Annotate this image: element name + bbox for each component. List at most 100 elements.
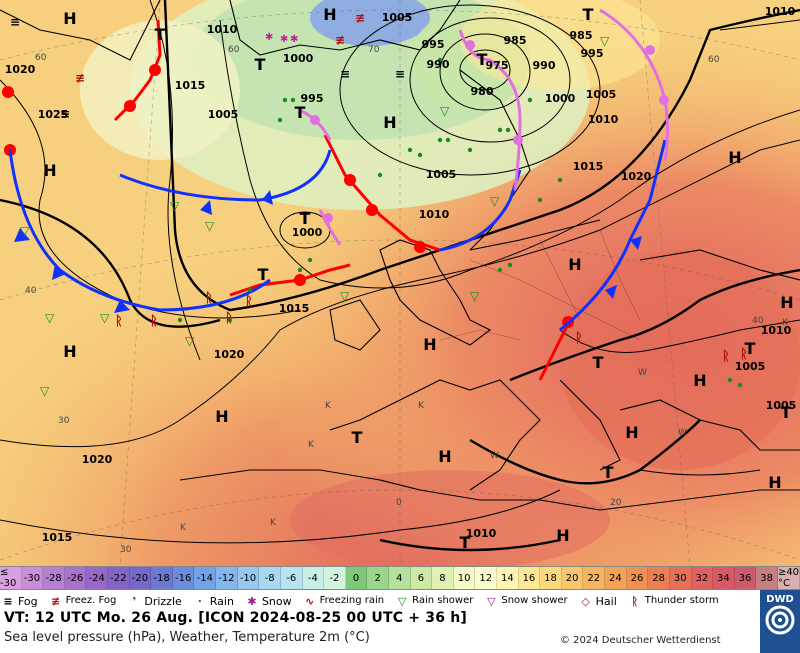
svg-text:K: K (325, 401, 332, 411)
weather-legend-item: ᚱ Thunder storm (627, 595, 719, 608)
svg-text:≢: ≢ (335, 33, 345, 47)
temperature-legend-cell: 22 (583, 567, 606, 589)
svg-text:ᚱ: ᚱ (740, 347, 748, 362)
temperature-legend-cell: -18 (151, 567, 173, 589)
weather-legend-item: ≡ Fog (0, 594, 37, 608)
weather-legend-item: ▽ Rain shower (394, 595, 474, 608)
weather-symbol-icon: ❜ (132, 594, 137, 608)
svg-text:30: 30 (120, 545, 132, 555)
temperature-legend-cell: 14 (497, 567, 519, 589)
isobar-label: 1010 (765, 5, 796, 18)
svg-text:≡: ≡ (10, 15, 20, 29)
svg-text:≡: ≡ (340, 67, 350, 81)
isobar-label: 995 (422, 38, 445, 51)
high-pressure-label: H (43, 161, 56, 180)
low-pressure-label: T (593, 353, 604, 372)
svg-text:30: 30 (58, 416, 70, 426)
low-pressure-label: T (300, 209, 311, 228)
temperature-legend-cell: -20 (129, 567, 152, 589)
isobar-label: 1015 (42, 531, 73, 544)
weather-symbol-icon: ✱ (247, 594, 257, 608)
isobar-label: 1005 (208, 108, 239, 121)
low-pressure-label: T (781, 403, 792, 422)
temperature-legend-cell: -4 (302, 567, 325, 589)
valid-time: VT: 12 UTC Mo. 26 Aug. [ICON 2024-08-25 … (4, 610, 467, 626)
low-pressure-label: T (255, 55, 266, 74)
temperature-legend-cell: 18 (540, 567, 562, 589)
high-pressure-label: H (568, 255, 581, 274)
high-pressure-label: H (63, 9, 76, 28)
isobar-label: 1010 (588, 113, 619, 126)
temperature-legend-cell: -6 (280, 567, 303, 589)
temperature-legend-cell: 4 (388, 567, 411, 589)
temperature-legend-cell: 12 (475, 567, 498, 589)
svg-text:▽: ▽ (600, 34, 610, 48)
isobar-label: 1010 (761, 324, 792, 337)
svg-text:▽: ▽ (185, 334, 195, 348)
temperature-legend-cell: -2 (324, 567, 346, 589)
isobars-thick (0, 0, 800, 552)
svg-text:K: K (418, 401, 425, 411)
svg-text:ᚱ: ᚱ (245, 294, 253, 309)
hot-mediterranean (560, 250, 800, 470)
cold-front (8, 139, 667, 332)
temperature-legend-cell: 38 (756, 567, 778, 589)
weather-legend-label: Rain (209, 594, 234, 608)
temperature-legend-cell: ≥40 °C (777, 567, 800, 589)
isobar-label: 980 (471, 85, 494, 98)
high-pressure-label: H (323, 5, 336, 24)
isobar-label: 1005 (382, 11, 413, 24)
weather-legend-label: Freez. Fog (65, 595, 117, 606)
isobar-label: 1020 (621, 170, 652, 183)
weather-symbol-icon: ≡ (3, 594, 13, 608)
high-pressure-label: H (693, 371, 706, 390)
svg-text:✱: ✱ (290, 34, 298, 45)
temperature-legend-cell: -26 (64, 567, 87, 589)
weather-legend-label: Thunder storm (644, 595, 719, 606)
isobar-label: 1010 (419, 208, 450, 221)
weather-symbol-icon: ≢ (51, 594, 61, 608)
isobar-label: 1015 (279, 302, 310, 315)
svg-text:60: 60 (708, 55, 720, 65)
temperature-legend-cell: -14 (194, 567, 217, 589)
isobar-label: 1005 (766, 399, 797, 412)
svg-text:▽: ▽ (40, 384, 50, 398)
low-pressure-label: T (460, 533, 471, 552)
weather-legend: ≡ Fog ≢ Freez. Fog ❜ Drizzle ∙ Rain ✱ Snow ∿ Freezi… (0, 590, 760, 612)
weather-symbol-icon: ∙ (197, 594, 202, 608)
copyright: © 2024 Deutscher Wetterdienst (560, 635, 721, 646)
high-pressure-label: H (780, 293, 793, 312)
svg-text:✱: ✱ (280, 34, 288, 45)
temperature-legend-cell: 20 (561, 567, 584, 589)
isobar-label: 995 (581, 47, 604, 60)
svg-text:≢: ≢ (75, 71, 85, 85)
svg-text:▽: ▽ (170, 199, 180, 213)
svg-text:K: K (270, 518, 277, 528)
weather-symbol-icon: ◇ (581, 594, 590, 608)
svg-text:≡: ≡ (60, 107, 70, 121)
high-pressure-label: H (728, 148, 741, 167)
pressure-centers: H H T T T T T H H T H T H H H T H T H T H H T T H H H T (43, 5, 793, 552)
map-footer: VT: 12 UTC Mo. 26 Aug. [ICON 2024-08-25 … (0, 608, 760, 653)
svg-text:▽: ▽ (100, 311, 110, 325)
low-pressure-label: T (603, 463, 614, 482)
temperature-legend-cell: 0 (345, 567, 368, 589)
isobar-label: 1005 (586, 88, 617, 101)
isobar-label: 1020 (214, 348, 245, 361)
temperature-legend-cell: 34 (713, 567, 735, 589)
low-pressure-label: T (295, 103, 306, 122)
weather-legend-item: ❜ Drizzle (126, 595, 181, 608)
temperature-legend-cell: -10 (237, 567, 260, 589)
dwd-logo-text: DWD (766, 594, 794, 605)
svg-text:K: K (180, 523, 187, 533)
temperature-legend-cell: 10 (453, 567, 476, 589)
low-pressure-label: T (155, 25, 166, 44)
svg-text:W: W (490, 451, 499, 461)
weather-legend-label: Snow (261, 594, 292, 608)
map-description: Sea level pressure (hPa), Weather, Tempe… (4, 630, 370, 645)
weather-legend-item: ▽ Snow shower (483, 595, 568, 608)
temperature-legend-cell: 16 (518, 567, 541, 589)
weather-legend-label: Drizzle (144, 594, 182, 608)
isobars (0, 0, 800, 544)
temperature-legend-cell: 24 (605, 567, 627, 589)
